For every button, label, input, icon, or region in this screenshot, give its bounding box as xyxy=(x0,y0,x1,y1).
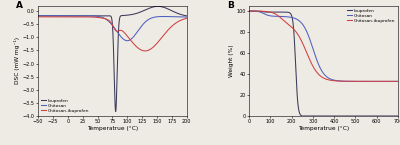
Chitosan xyxy=(304,29,308,31)
Line: Chitosan-ibuprofen: Chitosan-ibuprofen xyxy=(249,11,398,81)
Chitosan xyxy=(147,18,152,20)
X-axis label: Temperatrue (°C): Temperatrue (°C) xyxy=(298,126,349,131)
Ibuprofen xyxy=(369,115,374,117)
Chitosan xyxy=(125,40,130,42)
Ibuprofen xyxy=(125,14,130,16)
Chitosan-ibuprofen xyxy=(36,16,40,18)
Chitosan xyxy=(396,80,400,82)
Chitosan xyxy=(369,80,374,82)
Line: Chitosan: Chitosan xyxy=(38,16,187,41)
Ibuprofen xyxy=(396,115,400,117)
Line: Chitosan: Chitosan xyxy=(249,11,398,81)
Chitosan-ibuprofen xyxy=(369,80,374,82)
Line: Ibuprofen: Ibuprofen xyxy=(249,11,398,116)
Chitosan-ibuprofen xyxy=(274,14,279,15)
Chitosan-ibuprofen xyxy=(143,50,148,52)
Legend: Ibuprofen, Chitosan, Chitosan-ibuprofen: Ibuprofen, Chitosan, Chitosan-ibuprofen xyxy=(40,98,90,114)
Ibuprofen xyxy=(113,111,118,112)
Chitosan xyxy=(336,80,341,82)
Ibuprofen xyxy=(156,6,160,7)
Ibuprofen xyxy=(184,15,189,17)
Chitosan-ibuprofen xyxy=(147,49,152,51)
Chitosan-ibuprofen xyxy=(344,80,348,82)
Ibuprofen xyxy=(274,11,279,13)
Ibuprofen xyxy=(344,115,348,117)
Line: Ibuprofen: Ibuprofen xyxy=(38,6,187,112)
Chitosan xyxy=(358,80,363,82)
Chitosan-ibuprofen xyxy=(396,80,400,82)
Ibuprofen xyxy=(158,6,163,7)
Chitosan-ibuprofen xyxy=(158,38,163,40)
Ibuprofen xyxy=(304,115,308,117)
Chitosan-ibuprofen xyxy=(132,44,137,46)
Chitosan xyxy=(344,80,348,82)
Chitosan-ibuprofen xyxy=(336,80,341,82)
Ibuprofen xyxy=(132,13,137,15)
Chitosan xyxy=(92,15,97,17)
Chitosan xyxy=(158,16,163,17)
Ibuprofen xyxy=(358,115,363,117)
Ibuprofen xyxy=(247,10,252,12)
Line: Chitosan-ibuprofen: Chitosan-ibuprofen xyxy=(38,17,187,51)
Chitosan xyxy=(63,15,68,17)
Y-axis label: Weight (%): Weight (%) xyxy=(229,45,234,77)
Chitosan xyxy=(132,34,137,36)
Y-axis label: DSC (mW mg⁻¹): DSC (mW mg⁻¹) xyxy=(14,37,20,84)
Ibuprofen xyxy=(63,15,68,17)
Chitosan xyxy=(247,10,252,12)
Chitosan-ibuprofen xyxy=(125,35,130,37)
Ibuprofen xyxy=(300,115,304,117)
Chitosan-ibuprofen xyxy=(92,16,97,18)
Text: B: B xyxy=(227,1,234,10)
Ibuprofen xyxy=(147,8,152,9)
Ibuprofen xyxy=(92,15,97,17)
Chitosan-ibuprofen xyxy=(247,10,252,12)
Chitosan-ibuprofen xyxy=(304,50,308,52)
Chitosan xyxy=(125,40,130,42)
Chitosan-ibuprofen xyxy=(184,17,189,19)
Chitosan xyxy=(36,15,40,17)
Chitosan xyxy=(184,16,189,18)
Ibuprofen xyxy=(36,15,40,17)
X-axis label: Temperatrue (°C): Temperatrue (°C) xyxy=(87,126,138,131)
Chitosan-ibuprofen xyxy=(63,16,68,18)
Chitosan xyxy=(274,15,279,17)
Ibuprofen xyxy=(336,115,341,117)
Legend: Ibuprofen, Chitosan, Chitosan-ibuprofen: Ibuprofen, Chitosan, Chitosan-ibuprofen xyxy=(346,8,396,24)
Text: A: A xyxy=(16,1,23,10)
Chitosan-ibuprofen xyxy=(358,80,363,82)
